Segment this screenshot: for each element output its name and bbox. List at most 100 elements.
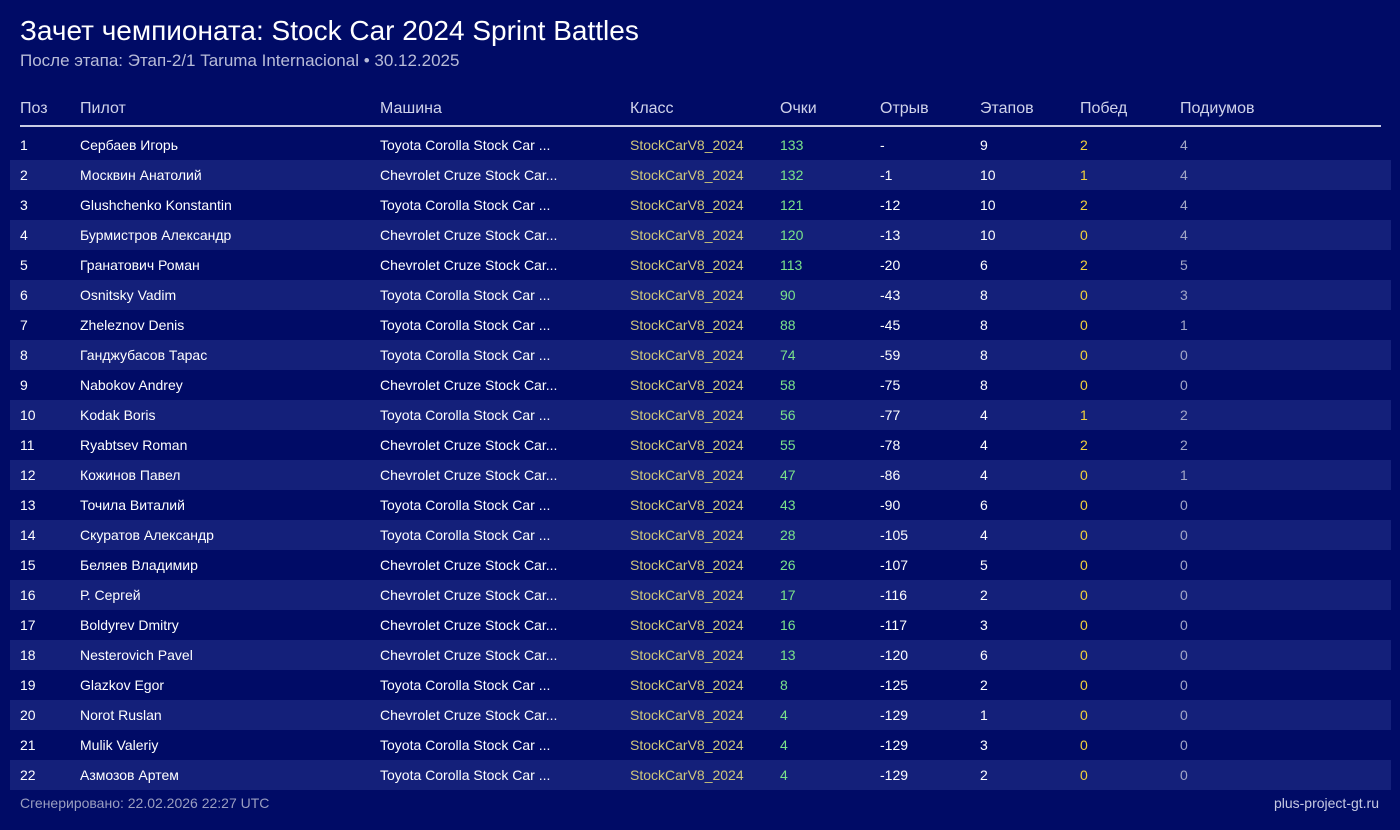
cell-pilot: Р. Сергей — [80, 587, 141, 603]
cell-pos: 8 — [20, 347, 28, 363]
column-header-pos: Поз — [20, 100, 48, 117]
cell-car: Toyota Corolla Stock Car ... — [380, 287, 551, 303]
cell-gap: -129 — [880, 737, 909, 753]
cell-class: StockCarV8_2024 — [630, 227, 744, 243]
cell-class: StockCarV8_2024 — [630, 497, 744, 513]
cell-stages: 4 — [980, 467, 988, 483]
cell-stages: 8 — [980, 377, 988, 393]
cell-podiums: 4 — [1180, 227, 1188, 243]
cell-points: 58 — [780, 377, 796, 393]
cell-podiums: 0 — [1180, 707, 1188, 723]
cell-wins: 0 — [1080, 227, 1088, 243]
cell-pos: 1 — [20, 137, 28, 153]
cell-podiums: 3 — [1180, 287, 1188, 303]
cell-points: 132 — [780, 167, 804, 183]
cell-pos: 22 — [20, 767, 36, 783]
cell-gap: -78 — [880, 437, 901, 453]
cell-pos: 13 — [20, 497, 36, 513]
table-row: 11 Ryabtsev Roman Chevrolet Cruze Stock Ca… — [10, 430, 1391, 460]
cell-stages: 1 — [980, 707, 988, 723]
table-row: 6 Osnitsky Vadim Toyota Corolla Stock Car … — [10, 280, 1391, 310]
cell-gap: -45 — [880, 317, 901, 333]
table-row: 5 Гранатович Роман Chevrolet Cruze Stock C… — [10, 250, 1391, 280]
generated-timestamp: Сгенерировано: 22.02.2026 22:27 UTC — [20, 795, 270, 811]
cell-gap: -20 — [880, 257, 901, 273]
cell-car: Toyota Corolla Stock Car ... — [380, 137, 551, 153]
table-row: 22 Азмозов Артем Toyota Corolla Stock Car … — [10, 760, 1391, 790]
cell-pos: 7 — [20, 317, 28, 333]
table-header: Поз Пилот Машина Класс Очки Отрыв Этапов… — [20, 94, 1381, 127]
cell-pos: 18 — [20, 647, 36, 663]
cell-stages: 6 — [980, 647, 988, 663]
cell-stages: 2 — [980, 587, 988, 603]
cell-pilot: Ryabtsev Roman — [80, 437, 188, 453]
cell-stages: 6 — [980, 497, 988, 513]
table-row: 9 Nabokov Andrey Chevrolet Cruze Stock Car… — [10, 370, 1391, 400]
cell-class: StockCarV8_2024 — [630, 707, 744, 723]
cell-gap: -59 — [880, 347, 901, 363]
cell-stages: 2 — [980, 767, 988, 783]
cell-points: 13 — [780, 647, 796, 663]
standings-table: Поз Пилот Машина Класс Очки Отрыв Этапов… — [10, 94, 1391, 790]
cell-car: Chevrolet Cruze Stock Car... — [380, 467, 558, 483]
cell-pilot: Norot Ruslan — [80, 707, 162, 723]
cell-points: 121 — [780, 197, 804, 213]
cell-podiums: 4 — [1180, 197, 1188, 213]
cell-points: 56 — [780, 407, 796, 423]
cell-stages: 8 — [980, 287, 988, 303]
cell-points: 8 — [780, 677, 788, 693]
cell-class: StockCarV8_2024 — [630, 137, 744, 153]
cell-podiums: 0 — [1180, 347, 1188, 363]
column-header-podiums: Подиумов — [1180, 100, 1255, 117]
column-header-stages: Этапов — [980, 100, 1034, 117]
table-row: 18 Nesterovich Pavel Chevrolet Cruze Stock… — [10, 640, 1391, 670]
column-header-class: Класс — [630, 100, 674, 117]
cell-gap: -105 — [880, 527, 909, 543]
cell-podiums: 0 — [1180, 617, 1188, 633]
cell-class: StockCarV8_2024 — [630, 437, 744, 453]
cell-pilot: Nabokov Andrey — [80, 377, 183, 393]
cell-pilot: Гранатович Роман — [80, 257, 200, 273]
column-header-gap: Отрыв — [880, 100, 929, 117]
site-link[interactable]: plus-project-gt.ru — [1273, 795, 1379, 811]
cell-wins: 0 — [1080, 767, 1088, 783]
cell-class: StockCarV8_2024 — [630, 617, 744, 633]
table-row: 2 Москвин Анатолий Chevrolet Cruze Stock C… — [10, 160, 1391, 190]
cell-pilot: Mulik Valeriy — [80, 737, 159, 753]
cell-wins: 2 — [1080, 437, 1088, 453]
cell-wins: 0 — [1080, 707, 1088, 723]
cell-stages: 4 — [980, 407, 988, 423]
table-body: 1 Сербаев Игорь Toyota Corolla Stock Car .… — [10, 130, 1391, 790]
cell-points: 133 — [780, 137, 804, 153]
cell-gap: -75 — [880, 377, 901, 393]
cell-class: StockCarV8_2024 — [630, 587, 744, 603]
cell-pilot: Бурмистров Александр — [80, 227, 232, 243]
cell-wins: 0 — [1080, 317, 1088, 333]
column-header-wins: Побед — [1080, 100, 1128, 117]
cell-podiums: 0 — [1180, 527, 1188, 543]
table-row: 3 Glushchenko Konstantin Toyota Corolla St… — [10, 190, 1391, 220]
cell-podiums: 0 — [1180, 377, 1188, 393]
cell-stages: 3 — [980, 737, 988, 753]
cell-gap: -125 — [880, 677, 909, 693]
cell-class: StockCarV8_2024 — [630, 257, 744, 273]
cell-podiums: 5 — [1180, 257, 1188, 273]
cell-wins: 0 — [1080, 527, 1088, 543]
cell-podiums: 0 — [1180, 557, 1188, 573]
table-row: 14 Скуратов Александр Toyota Corolla Stock… — [10, 520, 1391, 550]
cell-points: 88 — [780, 317, 796, 333]
cell-car: Chevrolet Cruze Stock Car... — [380, 257, 558, 273]
cell-car: Toyota Corolla Stock Car ... — [380, 677, 551, 693]
table-row: 4 Бурмистров Александр Chevrolet Cruze Sto… — [10, 220, 1391, 250]
cell-podiums: 4 — [1180, 137, 1188, 153]
cell-pos: 16 — [20, 587, 36, 603]
table-row: 8 Ганджубасов Тарас Toyota Corolla Stock C… — [10, 340, 1391, 370]
cell-stages: 5 — [980, 557, 988, 573]
cell-points: 74 — [780, 347, 796, 363]
cell-gap: -90 — [880, 497, 901, 513]
cell-car: Chevrolet Cruze Stock Car... — [380, 587, 558, 603]
cell-podiums: 0 — [1180, 587, 1188, 603]
cell-car: Toyota Corolla Stock Car ... — [380, 197, 551, 213]
cell-podiums: 4 — [1180, 167, 1188, 183]
cell-stages: 3 — [980, 617, 988, 633]
